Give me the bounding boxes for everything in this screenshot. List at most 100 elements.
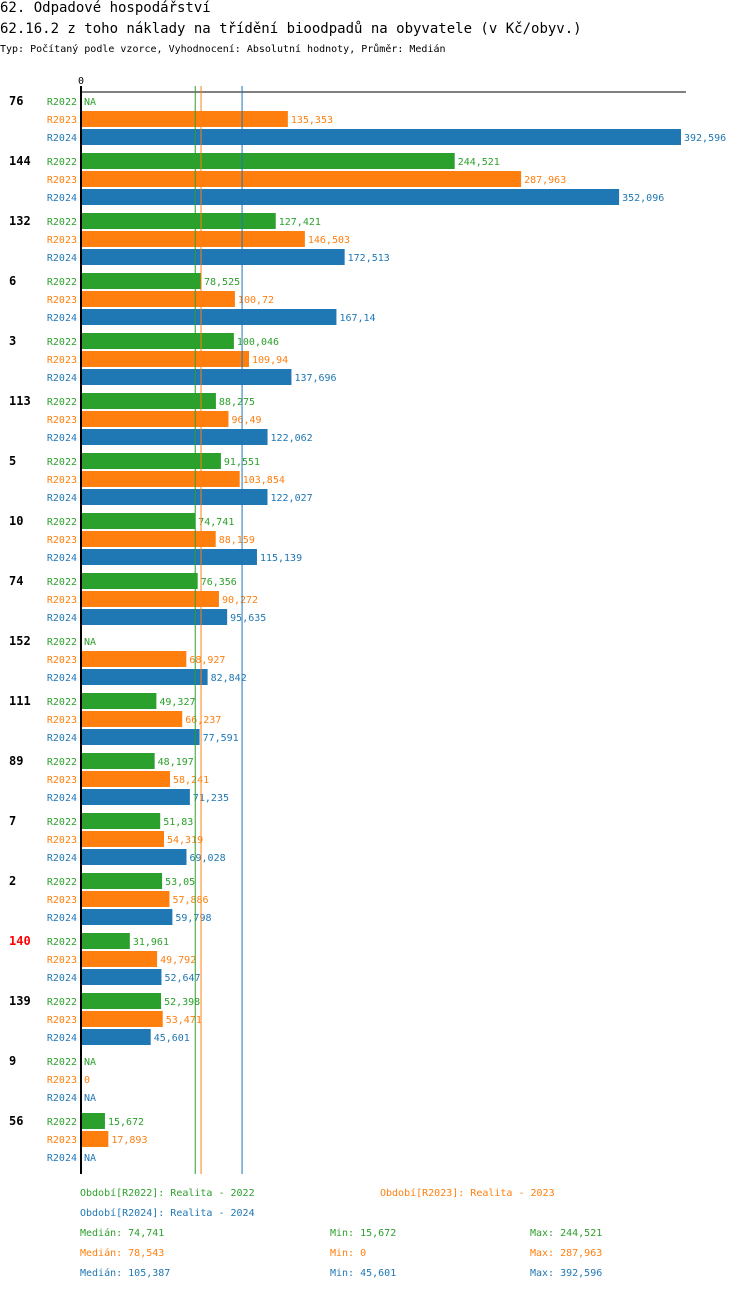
value-label-140-r2023: 49,792 [160, 955, 196, 966]
series-label-r2023: R2023 [47, 295, 77, 306]
value-label-2-r2024: 59,798 [175, 913, 211, 924]
axis-zero-label: 0 [78, 76, 84, 87]
series-label-r2024: R2024 [47, 733, 77, 744]
min-r2024: Min: 45,601 [330, 1268, 397, 1279]
series-label-r2022: R2022 [47, 97, 77, 108]
bar-7-r2023 [81, 831, 165, 847]
value-label-89-r2024: 71,235 [193, 793, 229, 804]
series-label-r2022: R2022 [47, 637, 77, 648]
series-label-r2024: R2024 [47, 313, 77, 324]
median-r2022: Medián: 74,741 [80, 1228, 165, 1239]
bar-6-r2022 [81, 273, 202, 289]
series-label-r2024: R2024 [47, 133, 77, 144]
bar-5-r2022 [81, 453, 221, 469]
bar-152-r2023 [81, 651, 187, 667]
series-label-r2023: R2023 [47, 415, 77, 426]
median-r2024: Medián: 105,387 [80, 1268, 171, 1279]
series-label-r2024: R2024 [47, 853, 77, 864]
bar-2-r2022 [81, 873, 163, 889]
series-label-r2024: R2024 [47, 433, 77, 444]
value-label-152-r2023: 68,927 [189, 655, 225, 666]
legend-r2024: Období[R2024]: Realita - 2024 [80, 1208, 255, 1219]
series-label-r2022: R2022 [47, 217, 77, 228]
value-label-7-r2023: 54,319 [167, 835, 203, 846]
chart-subtitle: 62.16.2 z toho náklady na třídění bioodp… [0, 21, 582, 37]
value-label-2-r2023: 57,886 [172, 895, 208, 906]
value-label-89-r2023: 58,241 [173, 775, 209, 786]
value-label-6-r2024: 167,14 [339, 313, 375, 324]
bar-7-r2022 [81, 813, 161, 829]
series-label-r2024: R2024 [47, 793, 77, 804]
bar-113-r2022 [81, 393, 216, 409]
min-r2023: Min: 0 [330, 1248, 367, 1259]
value-label-113-r2022: 88,275 [219, 397, 255, 408]
value-label-74-r2023: 90,272 [222, 595, 258, 606]
series-label-r2023: R2023 [47, 235, 77, 246]
max-r2024: Max: 392,596 [530, 1268, 603, 1279]
bar-10-r2022 [81, 513, 196, 529]
value-label-132-r2024: 172,513 [348, 253, 390, 264]
series-label-r2022: R2022 [47, 1057, 77, 1068]
bar-2-r2023 [81, 891, 170, 907]
value-label-74-r2024: 95,635 [230, 613, 266, 624]
value-label-74-r2022: 76,356 [201, 577, 237, 588]
value-label-113-r2024: 122,062 [271, 433, 313, 444]
series-label-r2022: R2022 [47, 757, 77, 768]
series-label-r2022: R2022 [47, 697, 77, 708]
bar-111-r2022 [81, 693, 157, 709]
bar-144-r2024 [81, 189, 620, 205]
bar-3-r2022 [81, 333, 234, 349]
value-label-56-r2023: 17,893 [111, 1135, 147, 1146]
bar-140-r2023 [81, 951, 158, 967]
value-label-132-r2022: 127,421 [279, 217, 321, 228]
series-label-r2023: R2023 [47, 655, 77, 666]
value-label-139-r2023: 53,471 [166, 1015, 202, 1026]
series-label-r2024: R2024 [47, 613, 77, 624]
group-label-152: 152 [9, 634, 31, 648]
series-label-r2024: R2024 [47, 553, 77, 564]
value-label-3-r2023: 109,94 [252, 355, 288, 366]
legend-r2023: Období[R2023]: Realita - 2023 [380, 1188, 555, 1199]
series-label-r2022: R2022 [47, 517, 77, 528]
series-label-r2023: R2023 [47, 175, 77, 186]
value-label-7-r2024: 69,028 [189, 853, 225, 864]
bar-5-r2024 [81, 489, 268, 505]
group-label-10: 10 [9, 514, 23, 528]
value-label-10-r2024: 115,139 [260, 553, 302, 564]
bar-2-r2024 [81, 909, 173, 925]
series-label-r2022: R2022 [47, 817, 77, 828]
bar-89-r2023 [81, 771, 171, 787]
series-label-r2023: R2023 [47, 115, 77, 126]
value-label-144-r2023: 287,963 [524, 175, 566, 186]
series-label-r2022: R2022 [47, 457, 77, 468]
series-label-r2023: R2023 [47, 715, 77, 726]
group-label-139: 139 [9, 994, 31, 1008]
value-label-9-r2024: NA [84, 1093, 96, 1104]
series-label-r2022: R2022 [47, 997, 77, 1008]
chart-info: Typ: Počítaný podle vzorce, Vyhodnocení:… [0, 44, 446, 55]
group-label-3: 3 [9, 334, 16, 348]
group-label-111: 111 [9, 694, 31, 708]
bar-89-r2022 [81, 753, 155, 769]
bar-74-r2022 [81, 573, 198, 589]
series-label-r2022: R2022 [47, 1117, 77, 1128]
value-label-144-r2022: 244,521 [458, 157, 500, 168]
group-label-6: 6 [9, 274, 16, 288]
value-label-5-r2024: 122,027 [270, 493, 312, 504]
series-label-r2024: R2024 [47, 673, 77, 684]
bar-113-r2024 [81, 429, 268, 445]
bar-139-r2022 [81, 993, 162, 1009]
bar-132-r2022 [81, 213, 276, 229]
bar-56-r2022 [81, 1113, 105, 1129]
group-label-5: 5 [9, 454, 16, 468]
value-label-140-r2022: 31,961 [133, 937, 169, 948]
bar-3-r2024 [81, 369, 292, 385]
bar-152-r2024 [81, 669, 208, 685]
bar-10-r2024 [81, 549, 257, 565]
bar-144-r2023 [81, 171, 522, 187]
series-label-r2024: R2024 [47, 493, 77, 504]
series-label-r2024: R2024 [47, 1153, 77, 1164]
group-label-2: 2 [9, 874, 16, 888]
group-label-113: 113 [9, 394, 31, 408]
